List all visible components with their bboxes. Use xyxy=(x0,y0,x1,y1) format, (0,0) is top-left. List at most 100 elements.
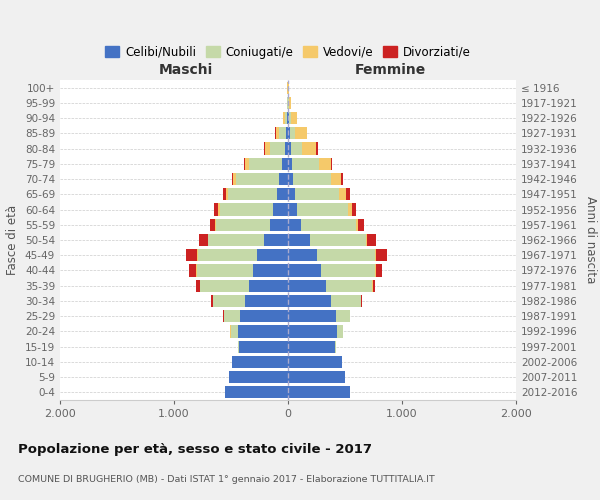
Bar xyxy=(316,142,317,154)
Bar xyxy=(288,295,331,307)
Bar xyxy=(200,280,249,292)
Bar xyxy=(232,356,288,368)
Y-axis label: Fasce di età: Fasce di età xyxy=(7,205,19,275)
Bar xyxy=(265,142,270,154)
Bar xyxy=(286,127,288,140)
Bar xyxy=(284,142,288,154)
Bar xyxy=(211,295,212,307)
Bar xyxy=(248,158,282,170)
Bar xyxy=(340,188,346,200)
Bar xyxy=(276,127,280,140)
Bar xyxy=(229,371,288,383)
Bar xyxy=(288,280,326,292)
Bar xyxy=(288,204,297,216)
Bar xyxy=(292,158,319,170)
Text: Popolazione per età, sesso e stato civile - 2017: Popolazione per età, sesso e stato civil… xyxy=(18,442,372,456)
Bar xyxy=(288,158,292,170)
Bar xyxy=(374,264,376,276)
Bar xyxy=(356,218,358,231)
Bar xyxy=(285,112,287,124)
Y-axis label: Anni di nascita: Anni di nascita xyxy=(584,196,597,284)
Bar xyxy=(245,158,248,170)
Bar xyxy=(282,158,288,170)
Bar xyxy=(331,295,361,307)
Bar xyxy=(223,188,226,200)
Bar xyxy=(218,204,220,216)
Bar xyxy=(233,173,236,185)
Bar xyxy=(367,234,376,246)
Bar xyxy=(231,326,238,338)
Bar xyxy=(214,204,218,216)
Bar xyxy=(352,204,356,216)
Bar xyxy=(331,158,332,170)
Bar xyxy=(346,188,350,200)
Bar xyxy=(245,295,288,307)
Bar xyxy=(288,127,290,140)
Bar xyxy=(297,204,349,216)
Bar xyxy=(302,142,316,154)
Bar xyxy=(215,218,271,231)
Bar xyxy=(238,340,239,353)
Bar xyxy=(287,112,288,124)
Bar xyxy=(199,234,208,246)
Bar xyxy=(288,142,291,154)
Bar xyxy=(376,264,382,276)
Bar xyxy=(337,326,343,338)
Bar xyxy=(341,173,343,185)
Bar xyxy=(288,218,301,231)
Bar xyxy=(288,356,341,368)
Bar xyxy=(365,234,367,246)
Bar xyxy=(374,249,376,262)
Bar xyxy=(288,326,337,338)
Bar xyxy=(288,264,321,276)
Bar xyxy=(186,249,197,262)
Bar xyxy=(289,97,290,109)
Bar xyxy=(288,371,345,383)
Bar xyxy=(190,264,196,276)
Bar xyxy=(336,310,350,322)
Bar xyxy=(224,310,240,322)
Bar xyxy=(238,326,288,338)
Bar xyxy=(319,158,331,170)
Bar xyxy=(249,280,288,292)
Bar xyxy=(236,173,280,185)
Bar xyxy=(290,127,295,140)
Bar xyxy=(317,249,374,262)
Bar xyxy=(211,218,215,231)
Bar xyxy=(288,112,289,124)
Bar xyxy=(373,280,375,292)
Legend: Celibi/Nubili, Coniugati/e, Vedovi/e, Divorziati/e: Celibi/Nubili, Coniugati/e, Vedovi/e, Di… xyxy=(100,41,476,64)
Bar xyxy=(283,112,285,124)
Bar xyxy=(291,142,302,154)
Bar xyxy=(264,234,288,246)
Bar xyxy=(335,340,336,353)
Bar xyxy=(288,340,335,353)
Bar xyxy=(376,249,387,262)
Bar xyxy=(288,234,310,246)
Text: COMUNE DI BRUGHERIO (MB) - Dati ISTAT 1° gennaio 2017 - Elaborazione TUTTITALIA.: COMUNE DI BRUGHERIO (MB) - Dati ISTAT 1°… xyxy=(18,475,435,484)
Bar xyxy=(301,218,356,231)
Bar xyxy=(227,188,277,200)
Bar xyxy=(291,112,296,124)
Bar xyxy=(270,142,284,154)
Bar xyxy=(361,295,362,307)
Bar xyxy=(277,188,288,200)
Text: Maschi: Maschi xyxy=(158,63,212,77)
Bar xyxy=(331,173,341,185)
Bar xyxy=(310,234,365,246)
Bar xyxy=(196,280,200,292)
Bar xyxy=(293,173,331,185)
Bar xyxy=(257,249,288,262)
Bar xyxy=(232,173,233,185)
Bar xyxy=(273,204,288,216)
Bar xyxy=(288,188,295,200)
Bar xyxy=(326,280,373,292)
Bar xyxy=(358,218,364,231)
Bar xyxy=(244,158,245,170)
Bar xyxy=(239,340,288,353)
Bar xyxy=(288,249,317,262)
Bar xyxy=(288,173,293,185)
Bar xyxy=(198,249,257,262)
Bar xyxy=(288,310,336,322)
Bar xyxy=(349,204,352,216)
